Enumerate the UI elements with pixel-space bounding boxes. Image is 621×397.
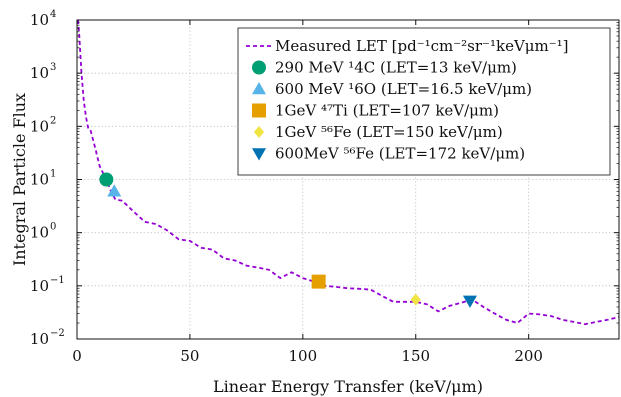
- y-tick-exponent: −1: [50, 275, 65, 286]
- x-tick-label: 100: [289, 347, 318, 365]
- x-tick-label: 50: [180, 347, 199, 365]
- y-tick-label: 10: [30, 64, 49, 82]
- legend-marker-triangle-up: [252, 82, 266, 95]
- x-axis-ticks: 0 50 100 150 200: [72, 20, 543, 365]
- y-tick-exponent: 0: [50, 222, 56, 233]
- x-tick-label: 200: [514, 347, 543, 365]
- legend-marker-square: [252, 103, 266, 118]
- legend-label: 1GeV ⁴⁷Ti (LET=107 keV/μm): [275, 102, 499, 120]
- legend-label: 1GeV ⁵⁶Fe (LET=150 keV/μm): [275, 123, 503, 141]
- x-tick-label: 150: [401, 347, 430, 365]
- legend-marker-circle: [252, 60, 266, 75]
- data-point-square: [311, 274, 326, 289]
- legend-label: Measured LET [pd⁻¹cm⁻²sr⁻¹keVμm⁻¹]: [275, 37, 569, 55]
- y-tick-label: 10: [30, 171, 49, 189]
- legend-label: 600MeV ⁵⁶Fe (LET=172 keV/μm): [275, 145, 525, 163]
- data-point-triangle-up: [107, 184, 122, 197]
- legend-label: 600 MeV ¹6O (LET=16.5 keV/μm): [275, 80, 532, 98]
- data-point-circle: [99, 172, 114, 187]
- legend-marker-triangle-down: [252, 148, 266, 161]
- legend-marker-diamond: [253, 126, 265, 138]
- y-tick-exponent: 1: [50, 169, 56, 180]
- y-tick-label: 10: [30, 117, 49, 135]
- data-point-triangle-down: [462, 295, 477, 308]
- y-tick-exponent: 4: [50, 9, 56, 20]
- y-tick-exponent: 3: [50, 62, 56, 73]
- x-tick-label: 0: [72, 347, 82, 365]
- legend: Measured LET [pd⁻¹cm⁻²sr⁻¹keVμm⁻¹] 290 Me…: [237, 27, 611, 176]
- y-axis-label: Integral Particle Flux: [10, 93, 29, 266]
- y-tick-label: 10: [30, 224, 49, 242]
- y-tick-label: 10: [30, 277, 49, 295]
- markers: [99, 172, 477, 308]
- y-tick-exponent: −2: [50, 328, 65, 339]
- legend-box: [237, 27, 611, 176]
- data-point-diamond: [410, 293, 421, 306]
- legend-label: 290 MeV ¹4C (LET=13 keV/μm): [275, 59, 517, 77]
- x-axis-label: Linear Energy Transfer (keV/μm): [213, 377, 483, 396]
- y-tick-label: 10: [30, 330, 49, 348]
- y-tick-label: 10: [30, 11, 49, 29]
- y-tick-exponent: 2: [50, 115, 56, 126]
